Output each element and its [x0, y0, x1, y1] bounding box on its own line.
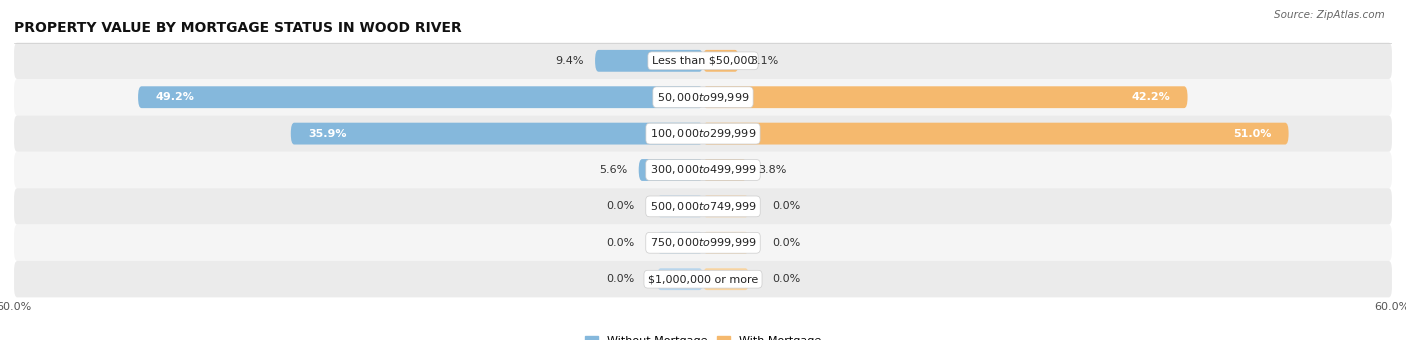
FancyBboxPatch shape — [14, 42, 1392, 79]
Text: 51.0%: 51.0% — [1233, 129, 1271, 139]
Text: 0.0%: 0.0% — [772, 274, 800, 284]
Text: 42.2%: 42.2% — [1132, 92, 1170, 102]
Text: 0.0%: 0.0% — [606, 201, 634, 211]
FancyBboxPatch shape — [703, 159, 747, 181]
Text: $500,000 to $749,999: $500,000 to $749,999 — [650, 200, 756, 213]
FancyBboxPatch shape — [291, 123, 703, 144]
Text: 9.4%: 9.4% — [555, 56, 583, 66]
Text: 3.1%: 3.1% — [749, 56, 779, 66]
Text: Less than $50,000: Less than $50,000 — [652, 56, 754, 66]
Text: $300,000 to $499,999: $300,000 to $499,999 — [650, 164, 756, 176]
FancyBboxPatch shape — [595, 50, 703, 72]
Text: 0.0%: 0.0% — [606, 274, 634, 284]
FancyBboxPatch shape — [657, 268, 703, 290]
Text: 49.2%: 49.2% — [155, 92, 194, 102]
FancyBboxPatch shape — [703, 86, 1188, 108]
FancyBboxPatch shape — [138, 86, 703, 108]
Text: $50,000 to $99,999: $50,000 to $99,999 — [657, 91, 749, 104]
Text: $750,000 to $999,999: $750,000 to $999,999 — [650, 236, 756, 249]
FancyBboxPatch shape — [14, 225, 1392, 261]
Text: Source: ZipAtlas.com: Source: ZipAtlas.com — [1274, 10, 1385, 20]
FancyBboxPatch shape — [703, 232, 749, 254]
FancyBboxPatch shape — [703, 268, 749, 290]
Text: 3.8%: 3.8% — [758, 165, 786, 175]
FancyBboxPatch shape — [14, 152, 1392, 188]
Text: 35.9%: 35.9% — [308, 129, 346, 139]
Text: $100,000 to $299,999: $100,000 to $299,999 — [650, 127, 756, 140]
FancyBboxPatch shape — [638, 159, 703, 181]
Text: 0.0%: 0.0% — [772, 201, 800, 211]
Text: $1,000,000 or more: $1,000,000 or more — [648, 274, 758, 284]
Text: 0.0%: 0.0% — [772, 238, 800, 248]
FancyBboxPatch shape — [703, 123, 1289, 144]
Text: 5.6%: 5.6% — [599, 165, 627, 175]
FancyBboxPatch shape — [14, 261, 1392, 298]
FancyBboxPatch shape — [14, 115, 1392, 152]
FancyBboxPatch shape — [657, 195, 703, 217]
FancyBboxPatch shape — [14, 79, 1392, 115]
FancyBboxPatch shape — [657, 232, 703, 254]
FancyBboxPatch shape — [703, 50, 738, 72]
Legend: Without Mortgage, With Mortgage: Without Mortgage, With Mortgage — [581, 331, 825, 340]
FancyBboxPatch shape — [703, 195, 749, 217]
FancyBboxPatch shape — [14, 188, 1392, 225]
Text: PROPERTY VALUE BY MORTGAGE STATUS IN WOOD RIVER: PROPERTY VALUE BY MORTGAGE STATUS IN WOO… — [14, 21, 461, 35]
Text: 0.0%: 0.0% — [606, 238, 634, 248]
